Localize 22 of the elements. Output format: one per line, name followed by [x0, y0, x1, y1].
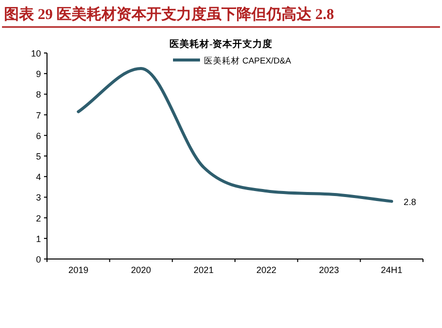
y-tick-label: 7 [36, 110, 41, 120]
y-tick-label: 0 [36, 254, 41, 264]
y-tick-label: 5 [36, 152, 41, 162]
y-tick-label: 4 [36, 172, 41, 182]
line-series [76, 66, 394, 203]
x-tick-label: 2023 [318, 265, 340, 275]
x-tick-label: 2022 [256, 265, 276, 275]
x-tick-label: 2020 [130, 265, 152, 275]
y-tick-label: 8 [36, 90, 41, 100]
y-tick-label: 2 [36, 213, 41, 224]
y-tick-label: 10 [30, 48, 41, 58]
x-tick-label: 2021 [194, 265, 214, 275]
y-tick-label: 1 [36, 234, 41, 244]
y-tick-label: 3 [36, 192, 41, 203]
data-label: 2.8 [404, 196, 416, 207]
chart-subtitle: 医美耗材-资本开支力度 [169, 38, 273, 50]
x-tick-label: 2019 [68, 265, 88, 275]
chart-title: 图表 29 医美耗材资本开支力度虽下降但仍高达 2.8 [4, 5, 334, 23]
y-tick-label: 9 [36, 69, 41, 80]
legend-label: 医美耗材 CAPEX/D&A [204, 56, 292, 66]
x-tick-label: 24H1 [380, 265, 402, 275]
y-tick-label: 6 [36, 130, 41, 141]
